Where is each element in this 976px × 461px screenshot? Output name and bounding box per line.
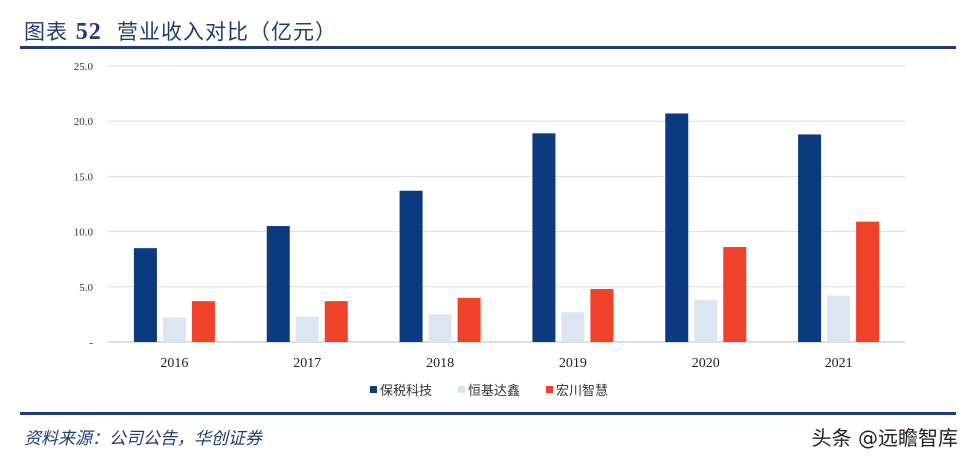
y-tick-label: 20.0 bbox=[74, 116, 94, 128]
bar-2018-0 bbox=[399, 190, 423, 342]
legend-label: 保税科技 bbox=[380, 383, 432, 398]
x-tick-label: 2021 bbox=[825, 356, 853, 371]
x-tick-label: 2017 bbox=[293, 356, 321, 371]
bar-2017-2 bbox=[324, 301, 348, 342]
bar-2017-0 bbox=[266, 226, 290, 342]
y-tick-label: - bbox=[89, 337, 93, 349]
x-tick-label: 2016 bbox=[160, 356, 188, 371]
legend-swatch bbox=[546, 386, 553, 393]
x-tick-label: 2019 bbox=[559, 356, 587, 371]
legend-swatch bbox=[458, 386, 465, 393]
legend-label: 恒基达鑫 bbox=[468, 383, 520, 398]
legend-swatch bbox=[370, 386, 377, 393]
bar-2021-0 bbox=[798, 134, 822, 342]
bar-2019-1 bbox=[561, 312, 585, 342]
bar-2019-0 bbox=[532, 133, 556, 342]
bar-2016-1 bbox=[162, 317, 186, 342]
bar-2020-0 bbox=[665, 113, 689, 342]
y-tick-label: 10.0 bbox=[74, 227, 94, 239]
legend-label: 宏川智慧 bbox=[556, 383, 608, 398]
x-tick-label: 2018 bbox=[426, 356, 454, 371]
footer-divider bbox=[20, 412, 956, 415]
y-tick-label: 5.0 bbox=[79, 282, 93, 294]
y-tick-label: 25.0 bbox=[74, 61, 94, 73]
bar-2019-2 bbox=[590, 289, 614, 342]
bar-2017-1 bbox=[295, 316, 319, 342]
bar-2020-1 bbox=[694, 300, 718, 342]
watermark: 头条 @远瞻智库 bbox=[811, 426, 958, 450]
figure-title: 图表 52 营业收入对比（亿元） bbox=[24, 19, 338, 45]
title-divider bbox=[20, 46, 956, 49]
y-tick-label: 15.0 bbox=[74, 171, 94, 183]
bar-2021-1 bbox=[827, 295, 851, 342]
x-tick-label: 2020 bbox=[692, 356, 720, 371]
bar-2018-1 bbox=[428, 314, 452, 342]
bar-2016-0 bbox=[133, 248, 157, 342]
bar-2018-2 bbox=[457, 297, 481, 342]
bar-2016-2 bbox=[191, 301, 215, 342]
source-note: 资料来源：公司公告，华创证券 bbox=[24, 429, 262, 449]
bar-2021-2 bbox=[856, 221, 880, 342]
bar-2020-2 bbox=[723, 247, 747, 342]
